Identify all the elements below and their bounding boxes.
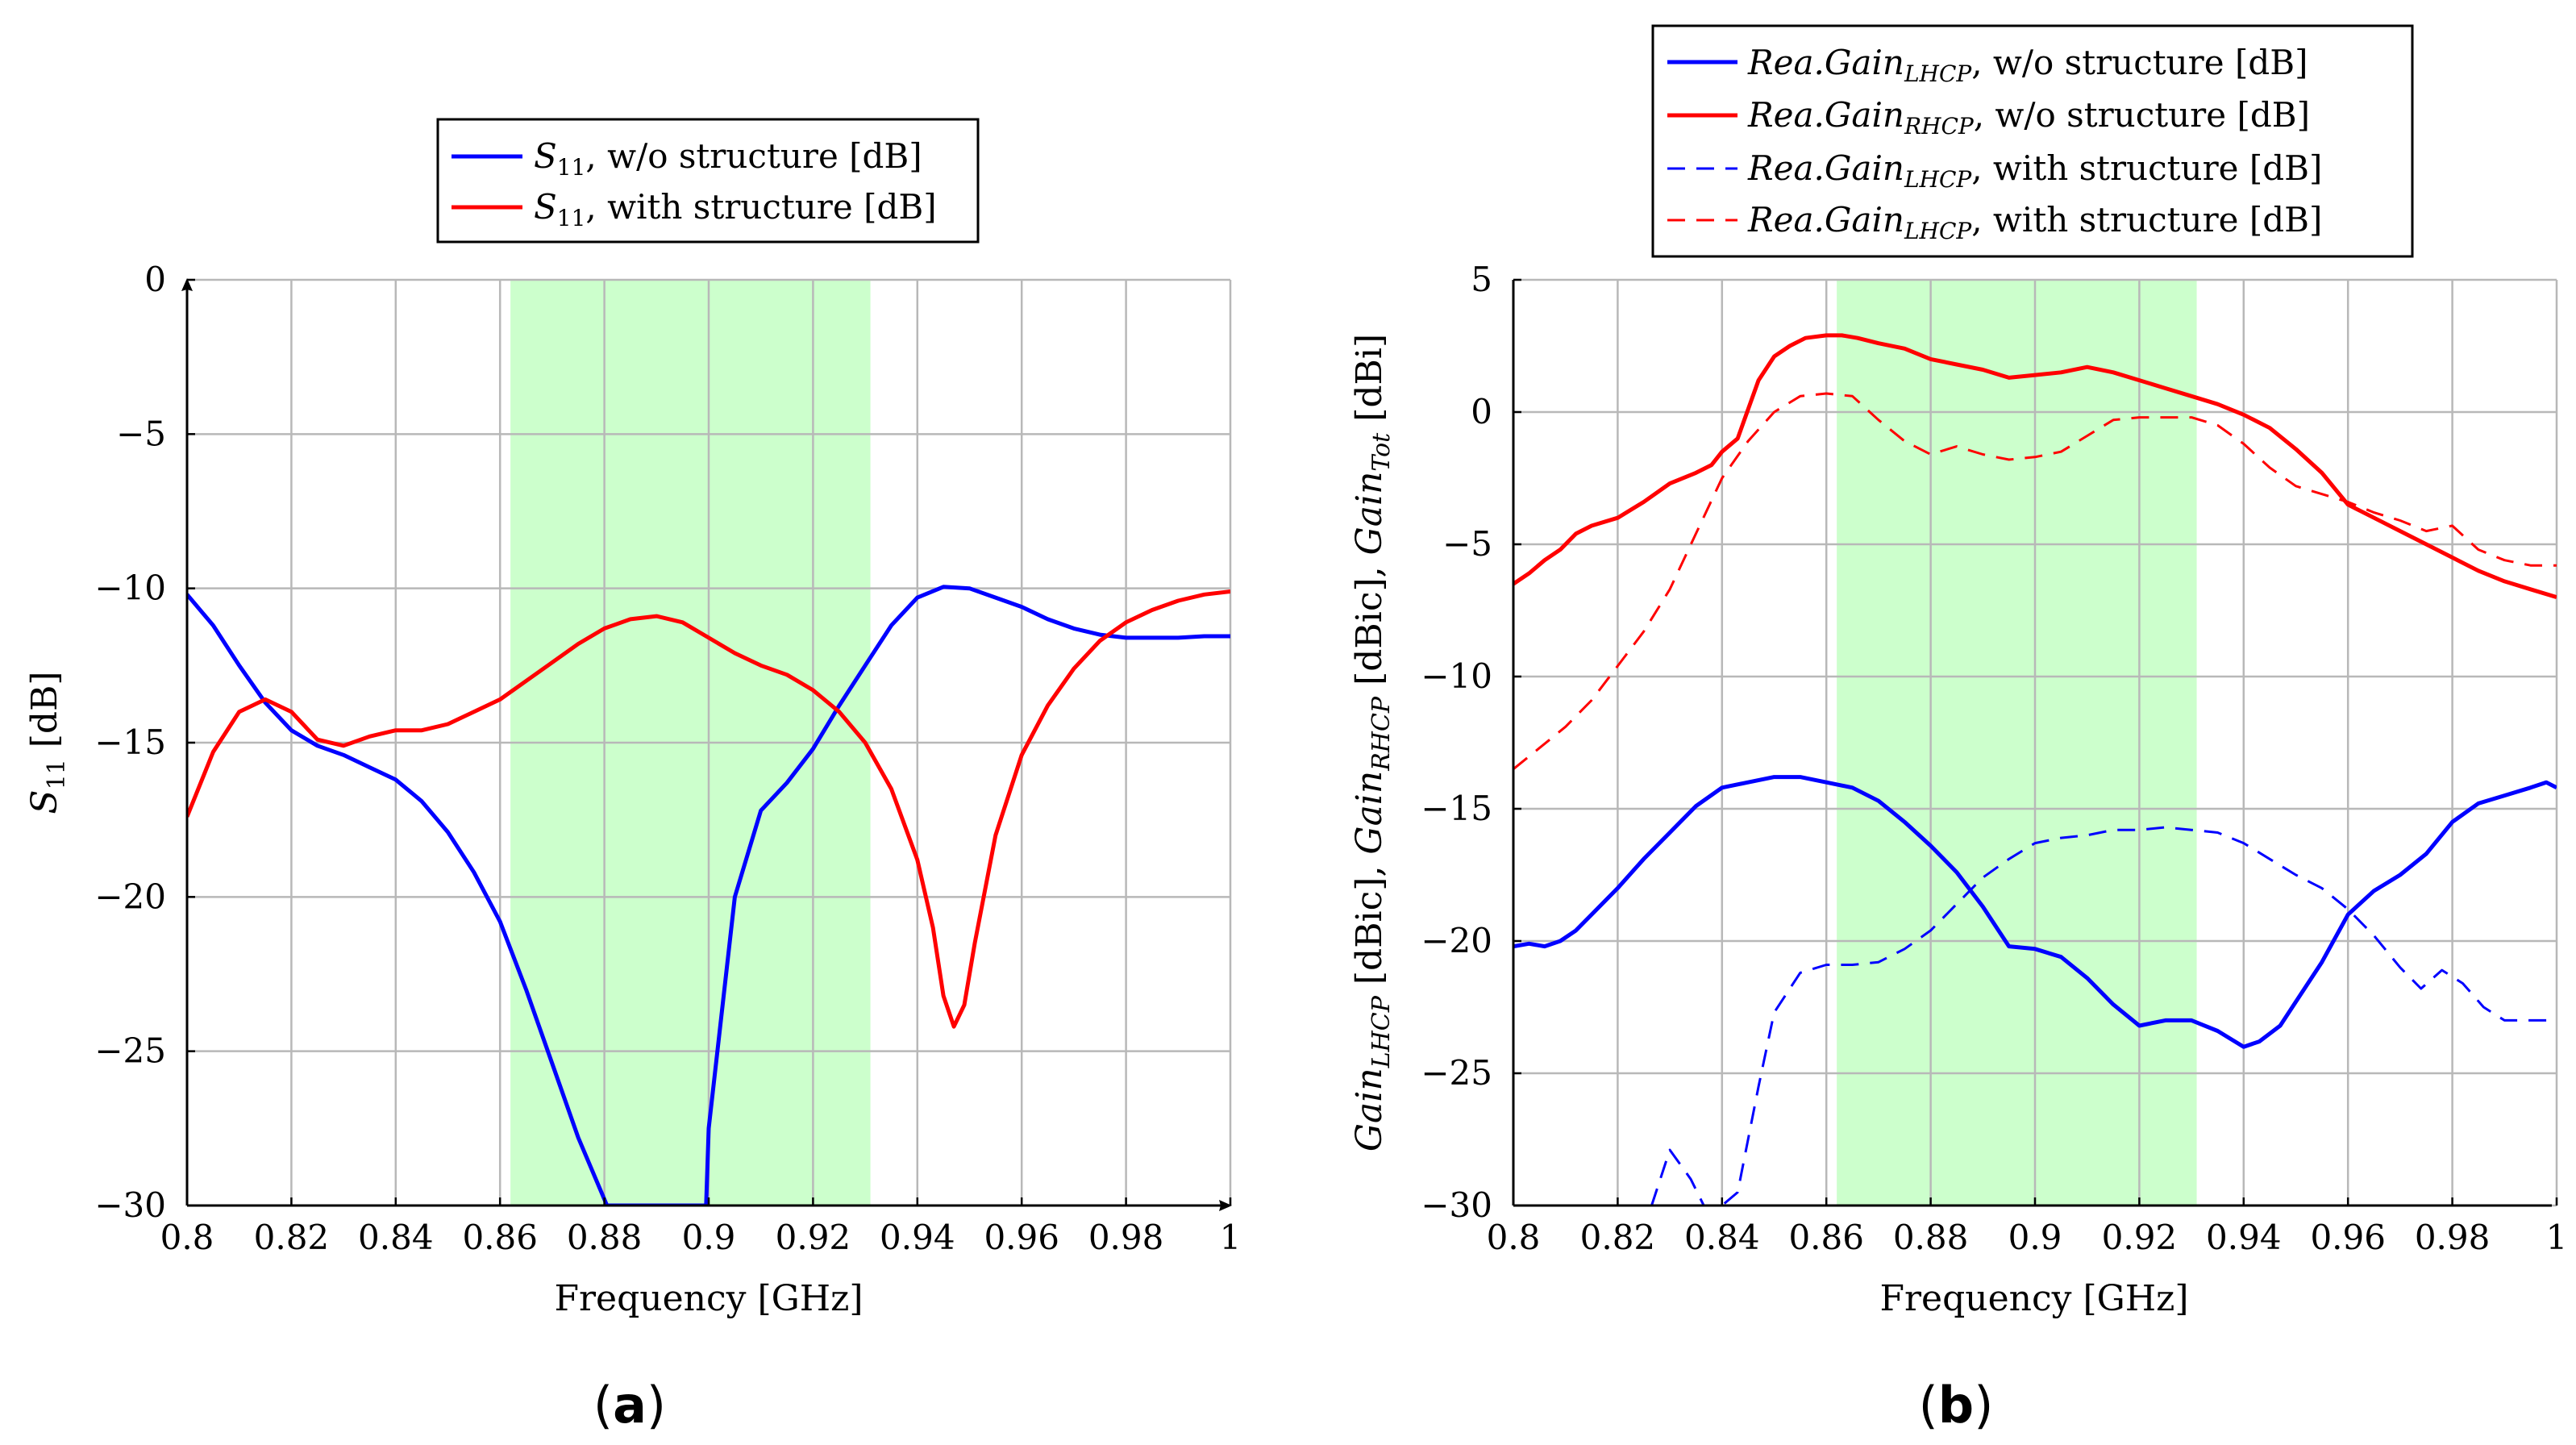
chart-a-legend: S11, w/o structure [dB] S11, with struct… [436, 118, 980, 244]
chart-a-y-tick-label-6: −30 [94, 1185, 166, 1225]
chart-b-x-tick-label-0: 0.8 [1487, 1218, 1541, 1257]
chart-b-y-tick-label-1: 0 [1471, 392, 1492, 431]
chart-a-x-tick-label-4: 0.88 [567, 1218, 643, 1257]
chart-b-shaded-band [1837, 280, 2197, 1206]
chart-b-caption: (b) [1919, 1376, 1994, 1435]
chart-a-x-tick-label-5: 0.9 [682, 1218, 736, 1257]
chart-a-y-tick-label-5: −25 [94, 1031, 166, 1071]
chart-a-x-tick-label-9: 0.98 [1088, 1218, 1164, 1257]
chart-b-x-tick-label-3: 0.86 [1788, 1218, 1864, 1257]
chart-a-x-tick-label-3: 0.86 [462, 1218, 538, 1257]
chart-b-y-label: GainLHCP [dBic], GainRHCP [dBic], GainTo… [1349, 334, 1396, 1151]
chart-b-series [1513, 333, 2557, 1206]
chart-a-grid [185, 278, 1232, 1207]
chart-b-x-tick-label-7: 0.94 [2206, 1218, 2282, 1257]
chart-a-y-tick-label-3: −15 [94, 722, 166, 762]
chart-b-x-tick-label-9: 0.98 [2415, 1218, 2491, 1257]
chart-b-series-line-3 [1513, 392, 2557, 770]
chart-a-y-ticks: 0 −5 −10 −15 −20 −25 −30 [94, 260, 195, 1225]
chart-b-series-line-1 [1513, 333, 2557, 599]
chart-a-x-tick-label-8: 0.96 [984, 1218, 1059, 1257]
chart-a-y-tick-label-2: −10 [94, 568, 166, 608]
chart-b-legend: Rea.GainLHCP, w/o structure [dB] Rea.Gai… [1651, 24, 2414, 258]
chart-a-y-tick-label-0: 0 [144, 260, 166, 299]
chart-a: 0.8 0.82 0.84 0.86 0.88 0.9 0.92 0.94 0.96 0.98 1 … [24, 118, 1242, 1435]
chart-a-legend-box [436, 118, 980, 244]
chart-a-x-tick-label-6: 0.92 [776, 1218, 851, 1257]
chart-b-x-tick-label-4: 0.88 [1893, 1218, 1969, 1257]
chart-b-y-tick-label-6: −25 [1421, 1053, 1492, 1093]
chart-a-y-axis-arrow [181, 278, 193, 291]
chart-b-x-tick-label-10: 1 [2546, 1218, 2568, 1257]
chart-a-caption: (a) [593, 1376, 666, 1435]
chart-b-legend-label-1: Rea.GainLHCP, w/o structure [dB] [1747, 43, 2308, 87]
chart-b-y-tick-label-0: 5 [1471, 260, 1492, 299]
chart-b-x-tick-label-5: 0.9 [2008, 1218, 2062, 1257]
chart-b-x-tick-label-8: 0.96 [2310, 1218, 2386, 1257]
chart-a-x-tick-label-7: 0.94 [880, 1218, 955, 1257]
chart-b-x-tick-label-1: 0.82 [1580, 1218, 1656, 1257]
chart-a-y-label: S11 [dB] [24, 671, 71, 814]
chart-b-legend-label-2: Rea.GainRHCP, w/o structure [dB] [1747, 95, 2310, 140]
chart-a-series-line-1 [187, 589, 1230, 1029]
chart-a-x-tick-label-0: 0.8 [160, 1218, 214, 1257]
chart-a-y-tick-label-1: −5 [116, 414, 166, 453]
chart-b-y-ticks: 5 0 −5 −10 −15 −20 −25 −30 [1421, 260, 1521, 1225]
chart-a-y-tick-label-4: −20 [94, 877, 166, 916]
chart-a-x-tick-label-2: 0.84 [358, 1218, 434, 1257]
chart-b-y-tick-label-5: −20 [1421, 921, 1492, 960]
chart-b-legend-label-3: Rea.GainLHCP, with structure [dB] [1747, 148, 2322, 193]
chart-b-legend-label-4: Rea.GainLHCP, with structure [dB] [1747, 200, 2322, 244]
chart-b-y-tick-label-3: −10 [1421, 656, 1492, 696]
chart-b-y-tick-label-7: −30 [1421, 1185, 1492, 1225]
chart-b-x-label: Frequency [GHz] [1879, 1278, 2188, 1319]
chart-b-x-ticks: 0.8 0.82 0.84 0.86 0.88 0.9 0.92 0.94 0.96 0.98 1 [1487, 1197, 2568, 1257]
chart-b-y-tick-label-4: −15 [1421, 789, 1492, 828]
chart-a-x-label: Frequency [GHz] [554, 1278, 863, 1319]
chart-b-legend-box [1651, 24, 2414, 258]
chart-b-axes [1512, 280, 2552, 1207]
chart-b: 0.8 0.82 0.84 0.86 0.88 0.9 0.92 0.94 0.96 0.98 1 … [1349, 24, 2568, 1435]
chart-a-x-tick-label-10: 1 [1220, 1218, 1242, 1257]
chart-a-series [187, 585, 1230, 1206]
chart-b-series-line-0 [1513, 775, 2557, 1049]
chart-a-x-axis-arrow [1219, 1200, 1232, 1211]
chart-b-x-tick-label-2: 0.84 [1684, 1218, 1760, 1257]
chart-a-x-ticks: 0.8 0.82 0.84 0.86 0.88 0.9 0.92 0.94 0.96 0.98 1 [160, 1197, 1242, 1257]
chart-b-grid [1512, 278, 2558, 1207]
chart-b-y-tick-label-2: −5 [1442, 524, 1492, 564]
chart-a-series-line-0 [187, 585, 1230, 1206]
chart-a-x-tick-label-1: 0.82 [254, 1218, 330, 1257]
chart-b-series-line-2 [1650, 826, 2557, 1206]
chart-a-legend-label-1: S11, w/o structure [dB] [534, 136, 922, 181]
chart-a-legend-label-2: S11, with structure [dB] [534, 187, 937, 231]
chart-b-x-tick-label-6: 0.92 [2102, 1218, 2178, 1257]
